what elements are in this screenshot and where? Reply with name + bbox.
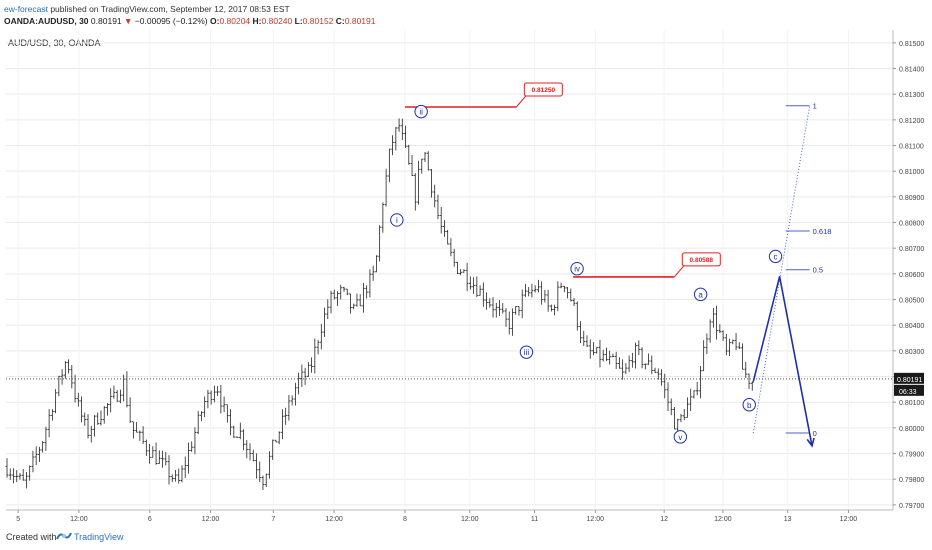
price-tick-label: 0.79800 xyxy=(899,477,924,484)
time-axis: 5 12:00 6 12:00 7 12:00 8 12:00 11 12:00 12 12:00 13… xyxy=(6,509,893,523)
fib-level-label: 0 xyxy=(813,429,817,438)
price-axis: 0.81500 0.81400 0.81300 0.81200 0.81100 0.810… xyxy=(892,30,924,510)
price-tick-label: 0.79900 xyxy=(899,452,924,459)
projection-arrowhead xyxy=(806,437,815,448)
wave-label-circle xyxy=(693,287,708,302)
level-callout-box xyxy=(681,252,721,267)
time-tick-label: 5 xyxy=(16,516,20,523)
last-price-tag xyxy=(894,372,924,384)
down-arrow-icon: ▼ xyxy=(124,16,133,26)
wave-label-circle xyxy=(742,398,756,412)
candle-series xyxy=(5,118,754,491)
price-tick-label: 0.80000 xyxy=(899,426,924,433)
price-tick-label: 0.80500 xyxy=(899,298,924,305)
level-callout-label: 0.81250 xyxy=(532,87,556,94)
level-callout-box xyxy=(523,82,563,97)
low-value: 0.80152 xyxy=(302,16,334,26)
time-tick-label: 8 xyxy=(403,516,407,523)
published-info: published on TradingView.com, September … xyxy=(50,4,290,14)
open-label: O: xyxy=(209,16,220,26)
time-tick-label: 12:00 xyxy=(587,516,605,523)
wave-label: iv xyxy=(574,265,580,274)
time-tick-label: 13 xyxy=(784,516,792,523)
tradingview-brand[interactable]: TradingView xyxy=(74,532,124,542)
time-tick-label: 12:00 xyxy=(840,516,858,523)
wave-label-circle xyxy=(768,249,783,264)
time-tick-label: 12:00 xyxy=(461,516,479,523)
price-tick-label: 0.81500 xyxy=(899,41,924,48)
close-value: 0.80191 xyxy=(344,16,376,26)
wave-label: i xyxy=(396,216,398,225)
publish-header: ew-forecast published on TradingView.com… xyxy=(4,3,924,15)
tradingview-logo-icon xyxy=(56,532,72,540)
price-tick-label: 0.80700 xyxy=(899,246,924,253)
time-tick-label: 12:00 xyxy=(714,516,732,523)
price-tick-label: 0.80900 xyxy=(899,195,924,202)
countdown-tag-label: 06:33 xyxy=(899,389,917,396)
wave-label-circle xyxy=(414,104,428,119)
time-tick-label: 7 xyxy=(271,516,275,523)
fib-level-label: 1 xyxy=(813,102,817,111)
open-value: 0.80204 xyxy=(219,16,251,26)
wave-label: b xyxy=(747,401,752,410)
wave-label-circle xyxy=(390,213,404,227)
wave-label: iii xyxy=(524,348,530,357)
price-tick-label: 0.79700 xyxy=(899,503,924,510)
wave-label-circle xyxy=(519,345,534,359)
time-tick-label: 11 xyxy=(531,516,538,523)
high-value: 0.80240 xyxy=(261,16,293,26)
fib-trend-line xyxy=(752,105,811,434)
price-tick-label: 0.80300 xyxy=(899,349,924,356)
wave-label-circle xyxy=(570,262,584,276)
wave-label: a xyxy=(698,290,703,299)
price-tick-label: 0.80600 xyxy=(899,272,924,279)
author-link[interactable]: ew-forecast xyxy=(4,4,48,14)
countdown-tag xyxy=(894,384,924,396)
grid-lines xyxy=(6,30,893,510)
price-tick-label: 0.80400 xyxy=(899,323,924,330)
footer: Created with TradingView xyxy=(0,526,932,550)
price-tick-label: 0.80100 xyxy=(899,400,924,407)
price-change: −0.00095 (−0.12%) xyxy=(134,16,208,26)
ohlc-bar: OANDA:AUDUSD, 30 0.80191 ▼ −0.00095 (−0.… xyxy=(4,15,376,27)
wave-label: c xyxy=(774,252,778,261)
price-tick-label: 0.81200 xyxy=(899,118,924,125)
price-tick-label: 0.81100 xyxy=(899,144,924,151)
high-label: H: xyxy=(252,16,262,26)
projection-path xyxy=(752,276,813,446)
time-tick-label: 12 xyxy=(660,516,668,523)
fib-level-label: 0.618 xyxy=(813,227,832,236)
time-tick-label: 6 xyxy=(148,516,152,523)
symbol-label: OANDA:AUDUSD, 30 xyxy=(4,16,89,26)
time-tick-label: 12:00 xyxy=(70,516,88,523)
wave-label-circle xyxy=(673,430,688,444)
created-with-label: Created with xyxy=(6,532,57,542)
price-tick-label: 0.80800 xyxy=(899,221,924,228)
price-chart[interactable]: AUD/USD, 30, OANDA 0.812500.8058810.6180… xyxy=(0,0,932,526)
wave-label: ii xyxy=(419,108,423,117)
price-tick-label: 0.81300 xyxy=(899,92,924,99)
price-tick-label: 0.81000 xyxy=(899,169,924,176)
close-label: C: xyxy=(335,16,345,26)
price-tick-label: 0.81400 xyxy=(899,67,924,74)
last-price-tag-label: 0.80191 xyxy=(897,377,922,384)
fib-level-label: 0.5 xyxy=(813,266,823,275)
last-price: 0.80191 xyxy=(90,16,122,26)
time-tick-label: 12:00 xyxy=(325,516,343,523)
low-label: L: xyxy=(294,16,303,26)
level-callout-label: 0.80588 xyxy=(690,257,714,264)
wave-label: v xyxy=(678,433,682,442)
time-tick-label: 12:00 xyxy=(202,516,220,523)
